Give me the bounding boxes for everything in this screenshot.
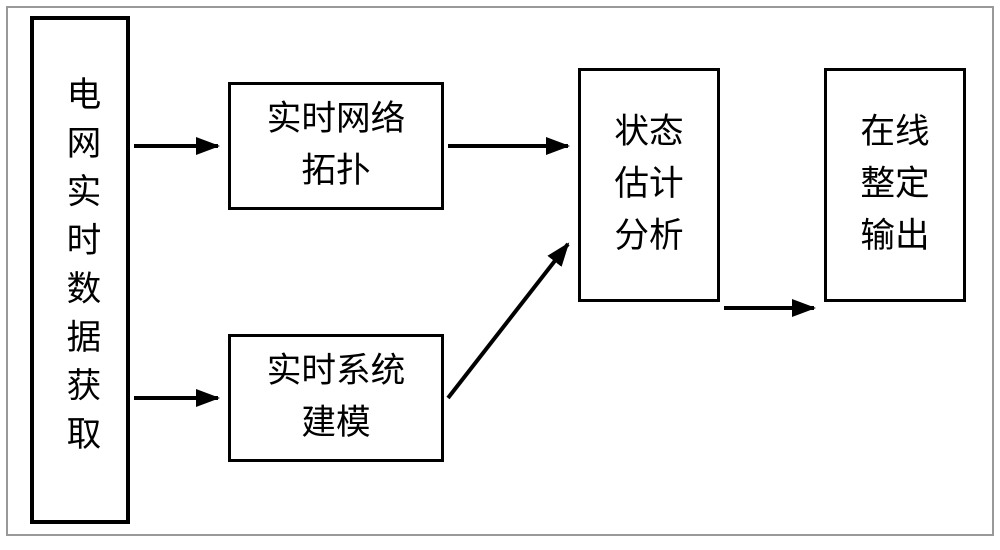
- node-source-label: 电网实时数据获取: [55, 76, 105, 464]
- node-output-label: 在线 整定 输出: [860, 107, 929, 263]
- node-topology: 实时网络 拓扑: [228, 82, 444, 210]
- node-output: 在线 整定 输出: [824, 68, 966, 302]
- node-estimation: 状态 估计 分析: [578, 68, 720, 302]
- node-estimation-label: 状态 估计 分析: [614, 107, 683, 263]
- node-modeling-label: 实时系统 建模: [267, 346, 406, 450]
- node-topology-label: 实时网络 拓扑: [267, 94, 406, 198]
- node-modeling: 实时系统 建模: [228, 334, 444, 462]
- flowchart-canvas: 电网实时数据获取 实时网络 拓扑 实时系统 建模 状态 估计 分析 在线 整定 …: [0, 0, 1000, 550]
- node-source: 电网实时数据获取: [30, 16, 130, 524]
